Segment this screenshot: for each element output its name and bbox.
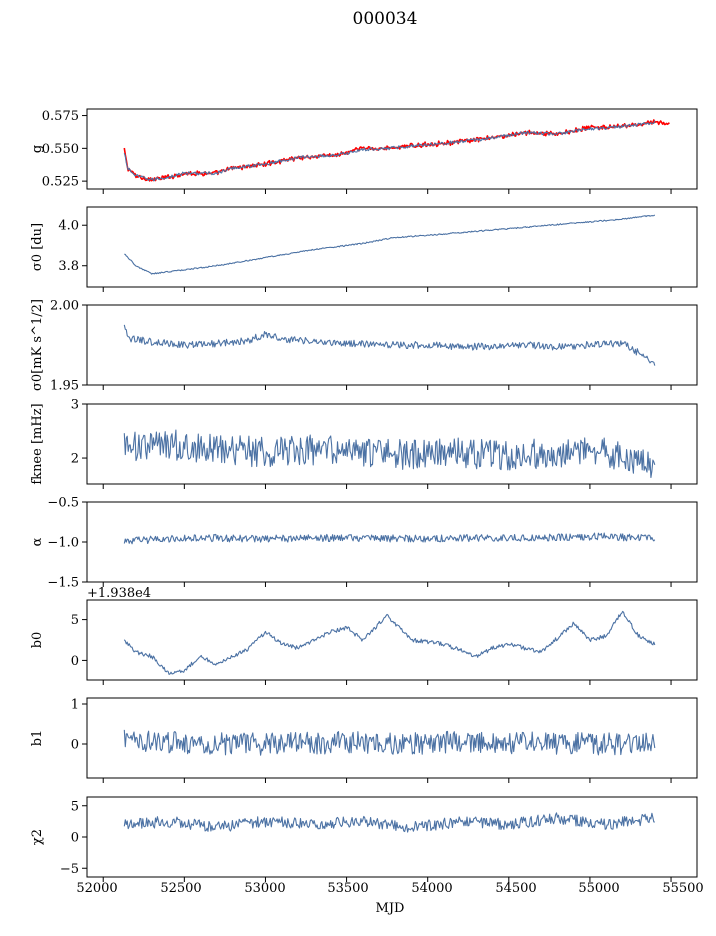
y-tick-label: 2.00 (50, 299, 79, 314)
y-axis-label: fknee [mHz] (30, 403, 45, 484)
x-tick-labels: 52000 52500 53000 53500 54000 54500 5500… (76, 881, 703, 896)
y-tick-label: 1.95 (50, 379, 79, 394)
x-tick-label: 55000 (578, 881, 619, 896)
axes-frame (86, 697, 698, 779)
y-tick-label: −1.5 (47, 576, 79, 591)
axes-frame (86, 403, 698, 485)
y-axis-label: σ0 [du] (30, 223, 45, 271)
panels: 0.525 0.550 0.575 g 3.8 4.0 σ0 [du] 1.95 2.00 σ0[… (30, 108, 698, 882)
subplot-8: −5 0 5 χ2 (30, 796, 698, 882)
y-tick-label: 4.0 (58, 219, 79, 234)
y-tick-label: 0.575 (42, 109, 79, 124)
axes-frame (86, 108, 698, 190)
axes-frame (86, 206, 698, 288)
y-tick-label: 3 (71, 398, 79, 413)
figure-title: 000034 (353, 9, 418, 29)
y-axis-label: σ0[mK s^1/2] (30, 299, 45, 391)
x-axis-label: MJD (376, 901, 405, 916)
y-tick-label: 0.550 (42, 142, 79, 157)
y-axis-label: b1 (30, 730, 45, 747)
subplot-7: 0 1 b1 (30, 697, 698, 783)
x-tick-label: 52500 (160, 881, 201, 896)
y-tick-label: 2 (71, 452, 79, 467)
y-tick-label: 3.8 (58, 259, 79, 274)
x-tick-label: 53500 (327, 881, 368, 896)
y-tick-label: −1.0 (47, 536, 79, 551)
axes-background (87, 502, 697, 582)
y-axis-label: α (30, 537, 45, 546)
subplot-2: 3.8 4.0 σ0 [du] (30, 206, 698, 292)
series-line (124, 214, 656, 275)
y-tick-label: 0.525 (42, 175, 79, 190)
series-line (123, 729, 656, 756)
x-tick-label: 53000 (244, 881, 285, 896)
y-axis-label: b0 (30, 632, 45, 649)
subplot-4: 2 3 fknee [mHz] (30, 398, 698, 489)
y-tick-label: 1 (71, 698, 79, 713)
y-tick-label: 5 (71, 799, 79, 814)
axes-background (87, 698, 697, 778)
x-tick-label: 54500 (495, 881, 536, 896)
y-tick-label: 0 (71, 831, 79, 846)
y-tick-label: 0 (71, 738, 79, 753)
axes-frame (86, 599, 698, 681)
axes-background (87, 207, 697, 287)
subplot-3: 1.95 2.00 σ0[mK s^1/2] (30, 299, 698, 394)
series-line (123, 324, 656, 366)
y-tick-label: −5 (60, 862, 79, 877)
axes-background (87, 600, 697, 680)
series-line (123, 429, 656, 479)
y-tick-label: 5 (71, 613, 79, 628)
x-tick-label: 55500 (662, 881, 703, 896)
series-line (123, 610, 656, 675)
series-line (123, 120, 656, 182)
series-line (123, 532, 656, 545)
axes-background (87, 797, 697, 877)
y-axis-label: χ2 (30, 829, 45, 845)
y-tick-label: −0.5 (47, 496, 79, 511)
subplot-1: 0.525 0.550 0.575 g (30, 108, 698, 194)
subplot-6: 0 5 b0 +1.938e4 (30, 586, 698, 685)
axis-offset-text: +1.938e4 (87, 586, 151, 601)
axes-frame (86, 304, 698, 386)
x-tick-label: 54000 (411, 881, 452, 896)
axes-background (87, 109, 697, 189)
series-line (123, 812, 655, 833)
y-tick-label: 0 (71, 654, 79, 669)
x-tick-label: 52000 (76, 881, 117, 896)
subplot-5: −1.5 −1.0 −0.5 α (30, 496, 698, 591)
axes-background (87, 404, 697, 484)
y-axis-label: g (30, 145, 45, 153)
